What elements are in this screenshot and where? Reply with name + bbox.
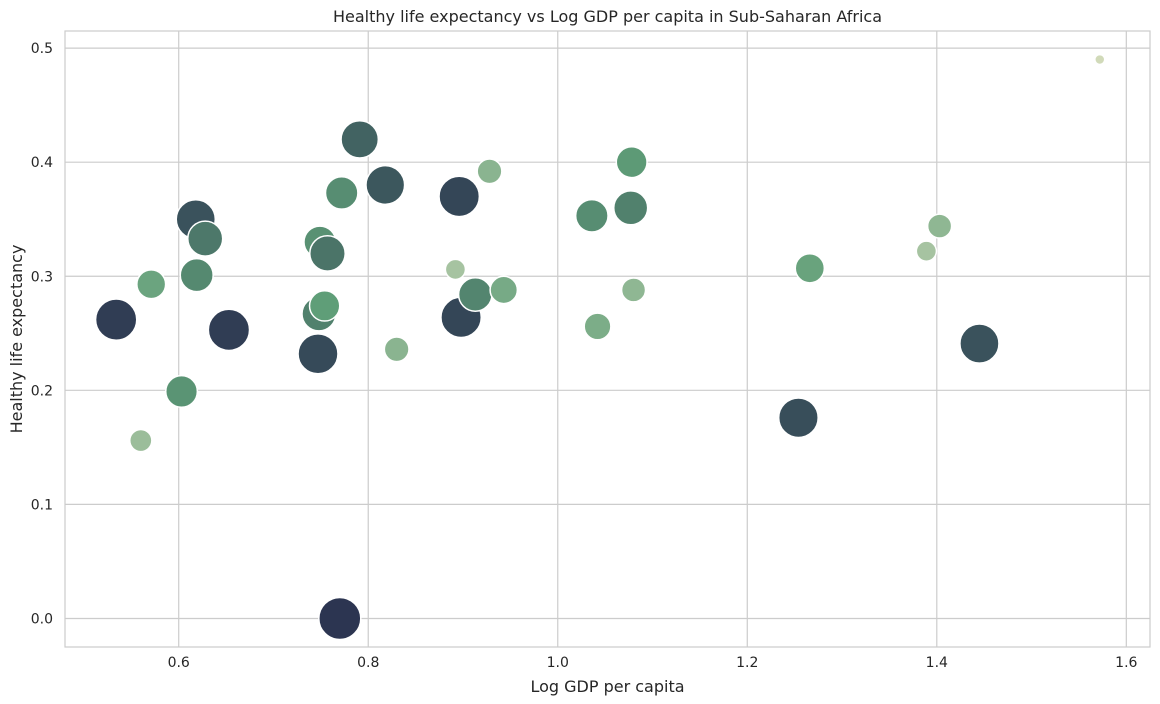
scatter-point [207, 308, 251, 352]
points-layer [94, 53, 1106, 641]
scatter-point [365, 164, 406, 206]
scatter-point [297, 333, 339, 375]
scatter-point [915, 240, 938, 262]
x-tick-label: 1.0 [547, 655, 569, 671]
y-tick-label: 0.5 [31, 41, 53, 57]
scatter-point [489, 275, 519, 305]
chart-title: Healthy life expectancy vs Log GDP per c… [333, 7, 882, 26]
scatter-point [1094, 53, 1106, 66]
scatter-point [94, 298, 138, 341]
scatter-point [612, 190, 649, 226]
scatter-point [309, 234, 346, 272]
scatter-point [476, 158, 503, 185]
scatter-point [926, 213, 953, 239]
scatter-point [438, 175, 481, 218]
grid [65, 31, 1150, 647]
x-tick-label: 0.6 [168, 655, 190, 671]
y-axis-label: Healthy life expectancy [7, 245, 26, 434]
scatter-point [318, 596, 362, 641]
tick-labels: 0.6 0.8 1.0 1.2 1.4 1.6 0.0 0.1 0.2 0.3 0.4 0.5 [31, 41, 1138, 671]
x-tick-label: 1.2 [736, 655, 758, 671]
scatter-point [457, 277, 493, 312]
y-tick-label: 0.3 [31, 269, 53, 285]
scatter-point [620, 277, 647, 303]
x-tick-label: 0.8 [357, 655, 379, 671]
scatter-point [129, 428, 153, 453]
plot-frame [64, 30, 1151, 648]
scatter-point [615, 146, 648, 179]
scatter-point [165, 374, 199, 409]
scatter-point [324, 176, 359, 210]
scatter-point [777, 397, 819, 439]
scatter-point [794, 252, 826, 284]
scatter-point [383, 336, 410, 363]
y-tick-label: 0.4 [31, 155, 53, 171]
scatter-point [583, 312, 612, 341]
scatter-point [574, 198, 609, 233]
scatter-point [340, 119, 380, 159]
y-tick-label: 0.2 [31, 383, 53, 399]
scatter-point [187, 220, 224, 257]
scatter-point [959, 323, 1000, 364]
scatter-point [444, 258, 467, 281]
y-tick-label: 0.1 [31, 497, 53, 513]
x-tick-label: 1.6 [1115, 655, 1137, 671]
x-tick-label: 1.4 [926, 655, 948, 671]
scatter-point [308, 290, 341, 322]
x-axis-label: Log GDP per capita [530, 677, 684, 696]
scatter-point [179, 257, 214, 293]
y-tick-label: 0.0 [31, 611, 53, 627]
scatter-point [136, 269, 167, 300]
